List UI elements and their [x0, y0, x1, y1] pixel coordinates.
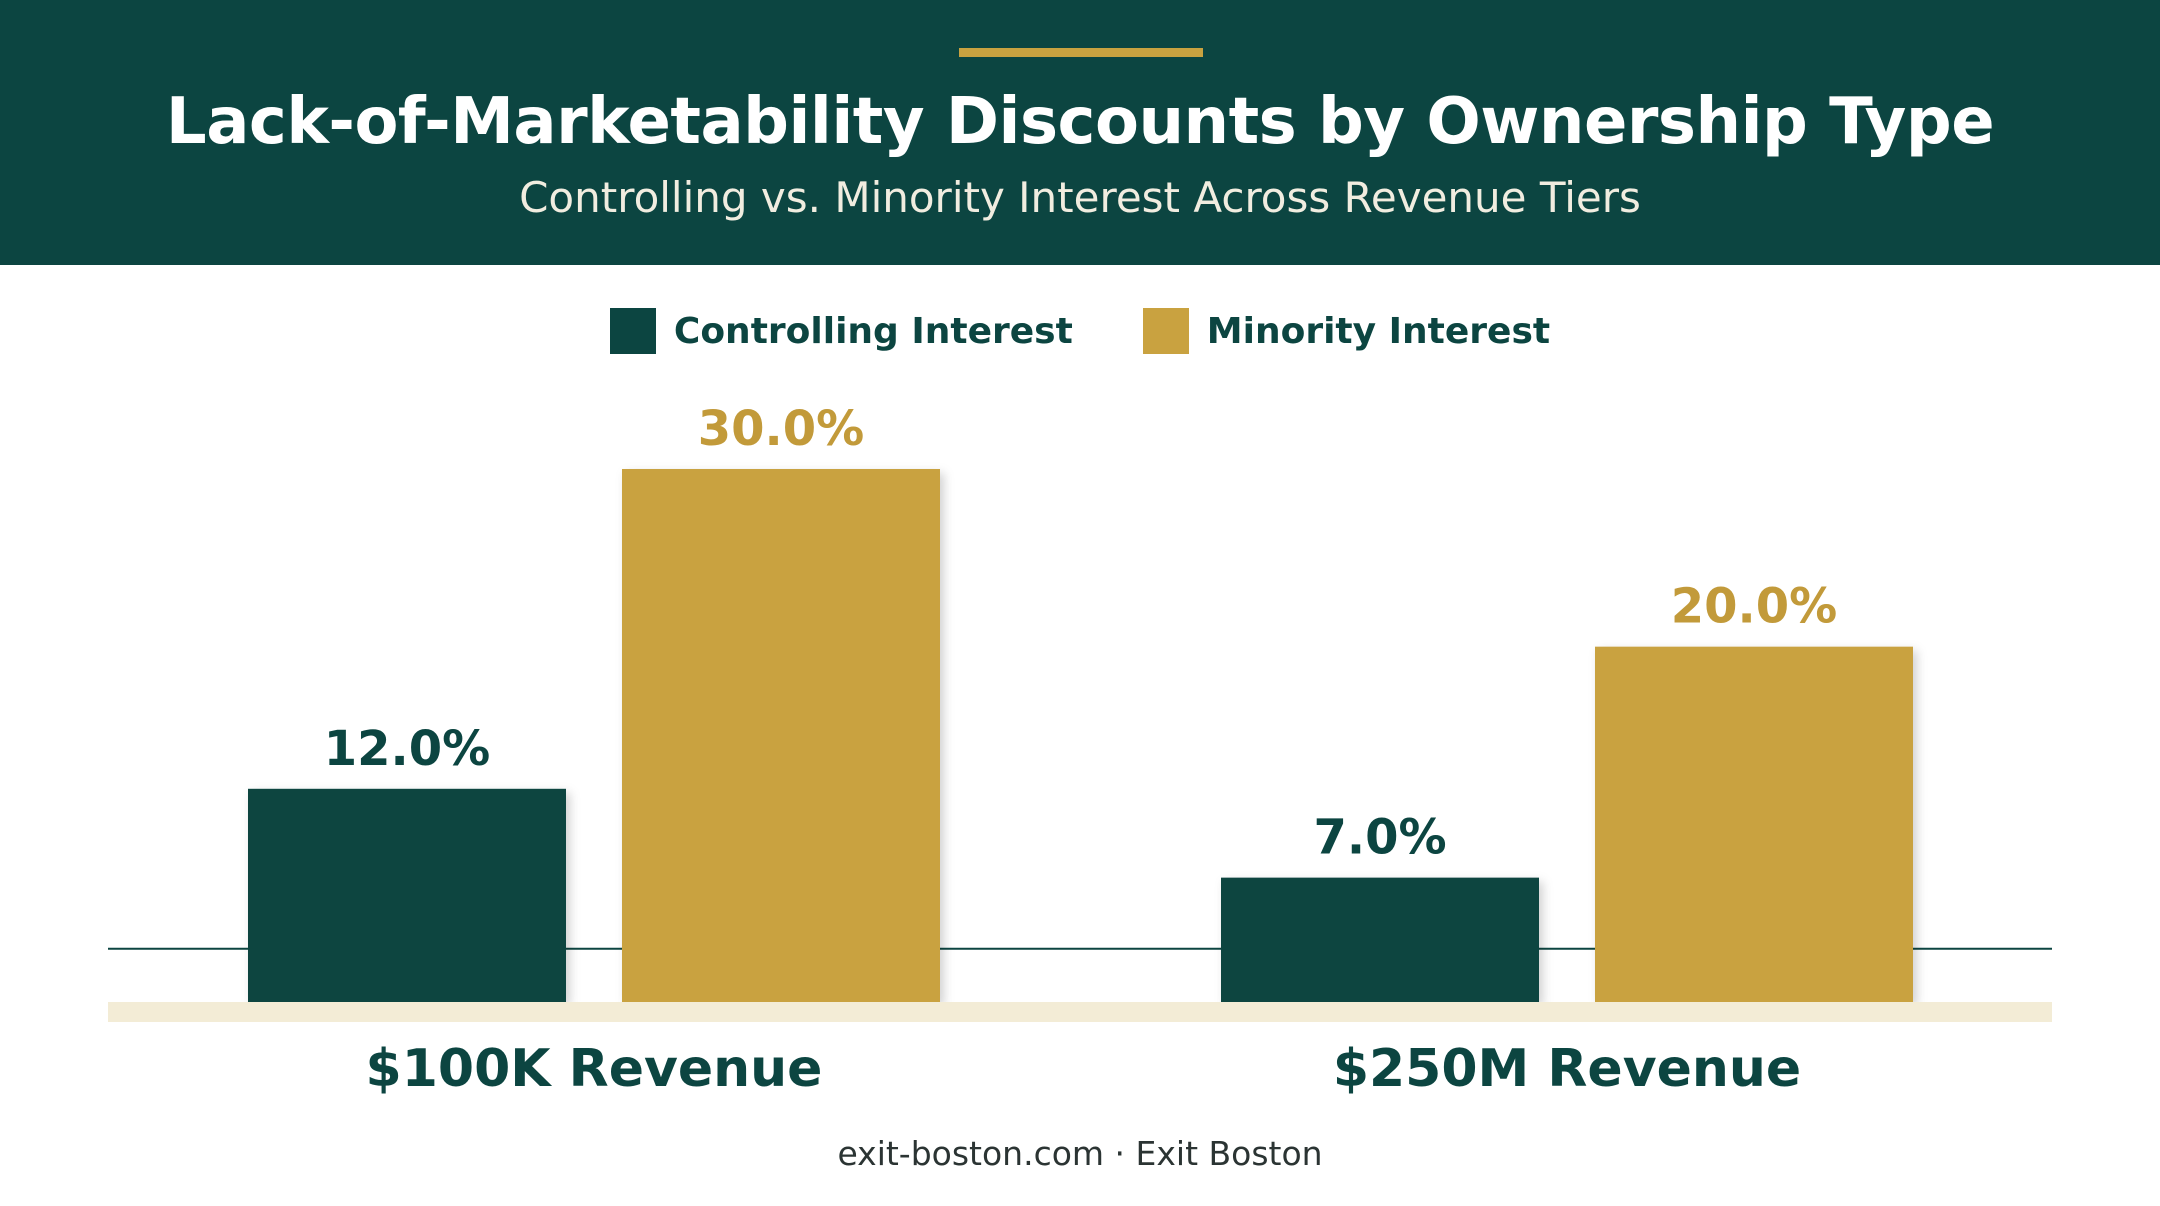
chart-title: Lack-of-Marketability Discounts by Owner… — [165, 85, 1995, 159]
bar-minority-1 — [1595, 646, 1913, 1002]
bar-minority-0 — [622, 469, 940, 1002]
category-label-1: $250M Revenue — [1333, 1039, 1801, 1099]
baseline-band — [108, 1002, 2052, 1022]
legend-item-minority: Minority Interest — [1142, 308, 1551, 354]
legend-swatch-controlling — [609, 308, 656, 354]
data-label-minority-0: 30.0% — [698, 401, 865, 457]
footer-credit: exit-boston.com · Exit Boston — [837, 1134, 1323, 1173]
data-label-minority-1: 20.0% — [1671, 579, 1838, 635]
category-label-0: $100K Revenue — [366, 1039, 823, 1099]
legend-label-minority: Minority Interest — [1206, 310, 1551, 352]
header-banner: Lack-of-Marketability Discounts by Owner… — [0, 0, 2160, 265]
bar-controlling-0 — [248, 788, 566, 1002]
bar-controlling-1 — [1221, 877, 1539, 1002]
data-label-controlling-1: 7.0% — [1313, 810, 1446, 866]
legend-item-controlling: Controlling Interest — [609, 308, 1073, 354]
data-label-controlling-0: 12.0% — [324, 721, 491, 777]
legend-swatch-minority — [1142, 308, 1189, 354]
legend-label-controlling: Controlling Interest — [673, 310, 1073, 352]
chart-legend: Controlling Interest Minority Interest — [0, 306, 2160, 356]
accent-bar — [959, 48, 1203, 57]
chart-subtitle: Controlling vs. Minority Interest Across… — [519, 173, 1641, 222]
